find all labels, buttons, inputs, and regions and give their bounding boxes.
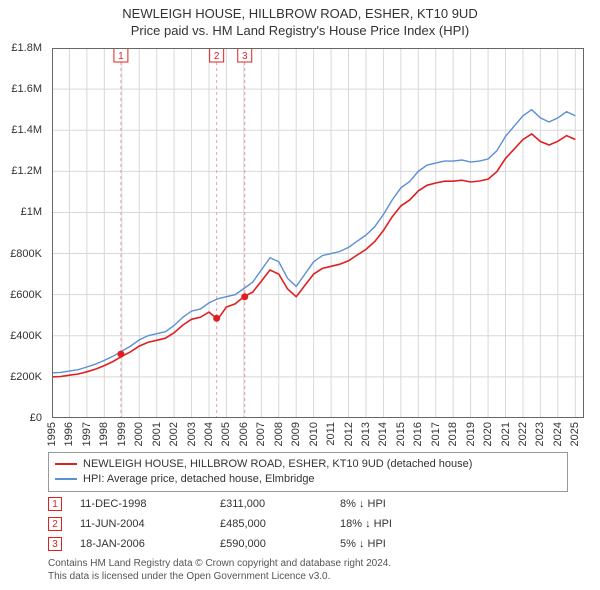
x-tick-label: 2013 [360,422,372,446]
x-tick-label: 2004 [203,422,215,446]
y-tick-label: £1.2M [11,165,42,177]
event-delta: 18% ↓ HPI [340,518,568,530]
legend-box: NEWLEIGH HOUSE, HILLBROW ROAD, ESHER, KT… [48,452,568,492]
x-tick-label: 1997 [81,422,93,446]
chart-plot-area: 1 2 3 [52,48,584,418]
y-tick-label: £0 [30,412,42,424]
footnote-line-1: Contains HM Land Registry data © Crown c… [48,558,568,571]
y-tick-label: £400K [10,330,42,342]
event-date: 11-JUN-2004 [80,518,220,530]
x-tick-label: 2006 [238,422,250,446]
svg-text:3: 3 [242,51,248,62]
x-tick-label: 2009 [290,422,302,446]
x-tick-label: 2021 [500,422,512,446]
x-tick-label: 2014 [377,422,389,446]
event-date: 11-DEC-1998 [80,498,220,510]
event-row: 3 18-JAN-2006£590,0005% ↓ HPI [48,534,568,554]
event-delta: 8% ↓ HPI [340,498,568,510]
footnote-line-2: This data is licensed under the Open Gov… [48,571,568,584]
y-axis-labels: £0£200K£400K£600K£800K£1M£1.2M£1.4M£1.6M… [0,48,48,418]
footnote: Contains HM Land Registry data © Crown c… [48,558,568,583]
x-axis-labels: 1995199619971998199920002001200220032004… [52,420,584,450]
x-tick-label: 2016 [412,422,424,446]
svg-text:2: 2 [214,51,220,62]
event-date: 18-JAN-2006 [80,538,220,550]
x-tick-label: 2015 [395,422,407,446]
x-tick-label: 1998 [98,422,110,446]
y-tick-label: £600K [10,289,42,301]
event-marker: 3 [48,537,62,551]
x-tick-label: 2019 [465,422,477,446]
x-tick-label: 2005 [220,422,232,446]
x-tick-label: 1996 [63,422,75,446]
x-tick-label: 2025 [569,422,581,446]
x-tick-label: 2008 [273,422,285,446]
y-tick-label: £1.8M [11,42,42,54]
x-tick-label: 2001 [151,422,163,446]
legend-row: HPI: Average price, detached house, Elmb… [55,472,561,487]
legend-label: HPI: Average price, detached house, Elmb… [83,472,315,487]
legend-swatch [55,478,77,480]
chart-container: { "title": { "line1": "NEWLEIGH HOUSE, H… [0,0,600,590]
y-tick-label: £1M [21,206,42,218]
svg-text:1: 1 [118,51,124,62]
event-row: 1 11-DEC-1998£311,0008% ↓ HPI [48,494,568,514]
title-block: NEWLEIGH HOUSE, HILLBROW ROAD, ESHER, KT… [0,0,600,40]
x-tick-label: 2010 [308,422,320,446]
y-tick-label: £1.4M [11,124,42,136]
title-line-1: NEWLEIGH HOUSE, HILLBROW ROAD, ESHER, KT… [0,6,600,23]
legend-swatch [55,463,77,465]
title-line-2: Price paid vs. HM Land Registry's House … [0,23,600,40]
x-tick-label: 2012 [343,422,355,446]
x-tick-label: 1995 [46,422,58,446]
event-price: £311,000 [220,498,340,510]
event-row: 2 11-JUN-2004£485,00018% ↓ HPI [48,514,568,534]
x-tick-label: 2011 [325,422,337,446]
event-price: £590,000 [220,538,340,550]
x-tick-label: 2000 [133,422,145,446]
x-tick-label: 2024 [552,422,564,446]
chart-svg: 1 2 3 [52,48,584,418]
x-tick-label: 2022 [517,422,529,446]
x-tick-label: 2017 [430,422,442,446]
x-tick-label: 2020 [482,422,494,446]
x-tick-label: 2023 [534,422,546,446]
legend-label: NEWLEIGH HOUSE, HILLBROW ROAD, ESHER, KT… [83,457,472,472]
x-tick-label: 1999 [116,422,128,446]
x-tick-label: 2018 [447,422,459,446]
y-tick-label: £800K [10,248,42,260]
event-marker: 2 [48,517,62,531]
events-table: 1 11-DEC-1998£311,0008% ↓ HPI 2 11-JUN-2004… [48,494,568,554]
legend-row: NEWLEIGH HOUSE, HILLBROW ROAD, ESHER, KT… [55,457,561,472]
y-tick-label: £1.6M [11,83,42,95]
x-tick-label: 2002 [168,422,180,446]
event-price: £485,000 [220,518,340,530]
y-tick-label: £200K [10,371,42,383]
x-tick-label: 2007 [255,422,267,446]
x-tick-label: 2003 [186,422,198,446]
event-delta: 5% ↓ HPI [340,538,568,550]
event-marker: 1 [48,497,62,511]
